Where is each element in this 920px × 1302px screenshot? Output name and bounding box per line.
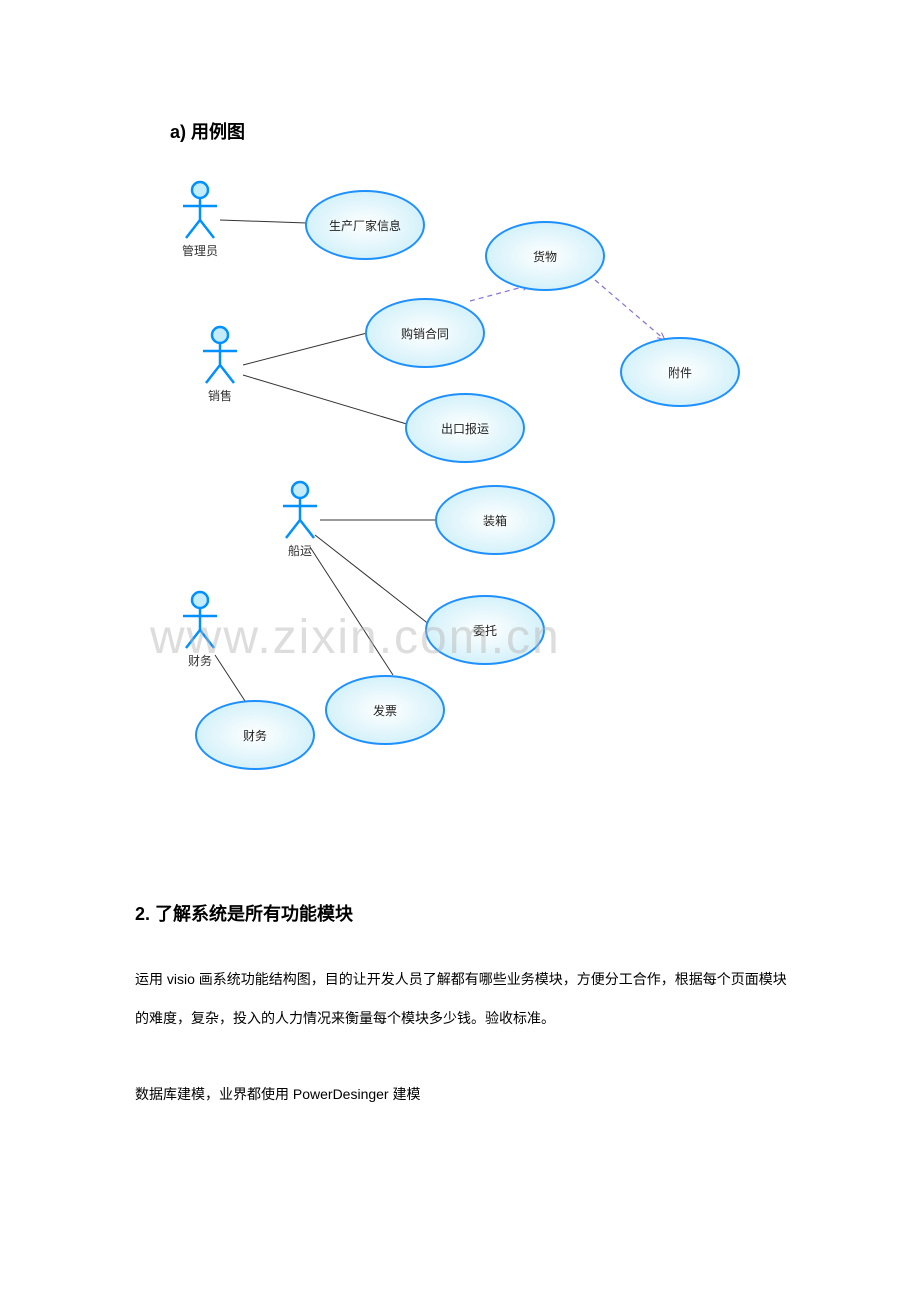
- actor-ship: 船运: [275, 480, 325, 555]
- actor-finance: 财务: [175, 590, 225, 665]
- usecase-pack: 装箱: [435, 485, 555, 555]
- actor-label-admin: 管理员: [165, 242, 235, 259]
- actor-label-ship: 船运: [265, 542, 335, 559]
- paragraph-visio: 运用 visio 画系统功能结构图，目的让开发人员了解都有哪些业务模块，方便分工…: [135, 960, 795, 1038]
- actor-admin: 管理员: [175, 180, 225, 255]
- usecase-export: 出口报运: [405, 393, 525, 463]
- actor-sales: 销售: [195, 325, 245, 400]
- edge-dashed: [595, 280, 665, 340]
- edge-solid: [243, 375, 410, 425]
- actor-label-sales: 销售: [185, 387, 255, 404]
- edge-solid: [243, 333, 367, 365]
- usecase-invoice: 发票: [325, 675, 445, 745]
- usecase-goods: 货物: [485, 221, 605, 291]
- usecase-factory: 生产厂家信息: [305, 190, 425, 260]
- usecase-fin: 财务: [195, 700, 315, 770]
- edge-solid: [220, 220, 307, 223]
- usecase-attach: 附件: [620, 337, 740, 407]
- paragraph-powerdesigner: 数据库建模，业界都使用 PowerDesinger 建模: [135, 1075, 795, 1114]
- heading-section-2: 2. 了解系统是所有功能模块: [135, 900, 353, 926]
- actor-label-finance: 财务: [165, 652, 235, 669]
- edge-solid: [310, 547, 393, 675]
- use-case-diagram: 管理员 销售 船运 财务生产厂家信息货物购销合同附件出口报运装箱委托发票财务: [135, 175, 785, 835]
- heading-section-a: a) 用例图: [170, 118, 245, 144]
- usecase-entrust: 委托: [425, 595, 545, 665]
- usecase-contract: 购销合同: [365, 298, 485, 368]
